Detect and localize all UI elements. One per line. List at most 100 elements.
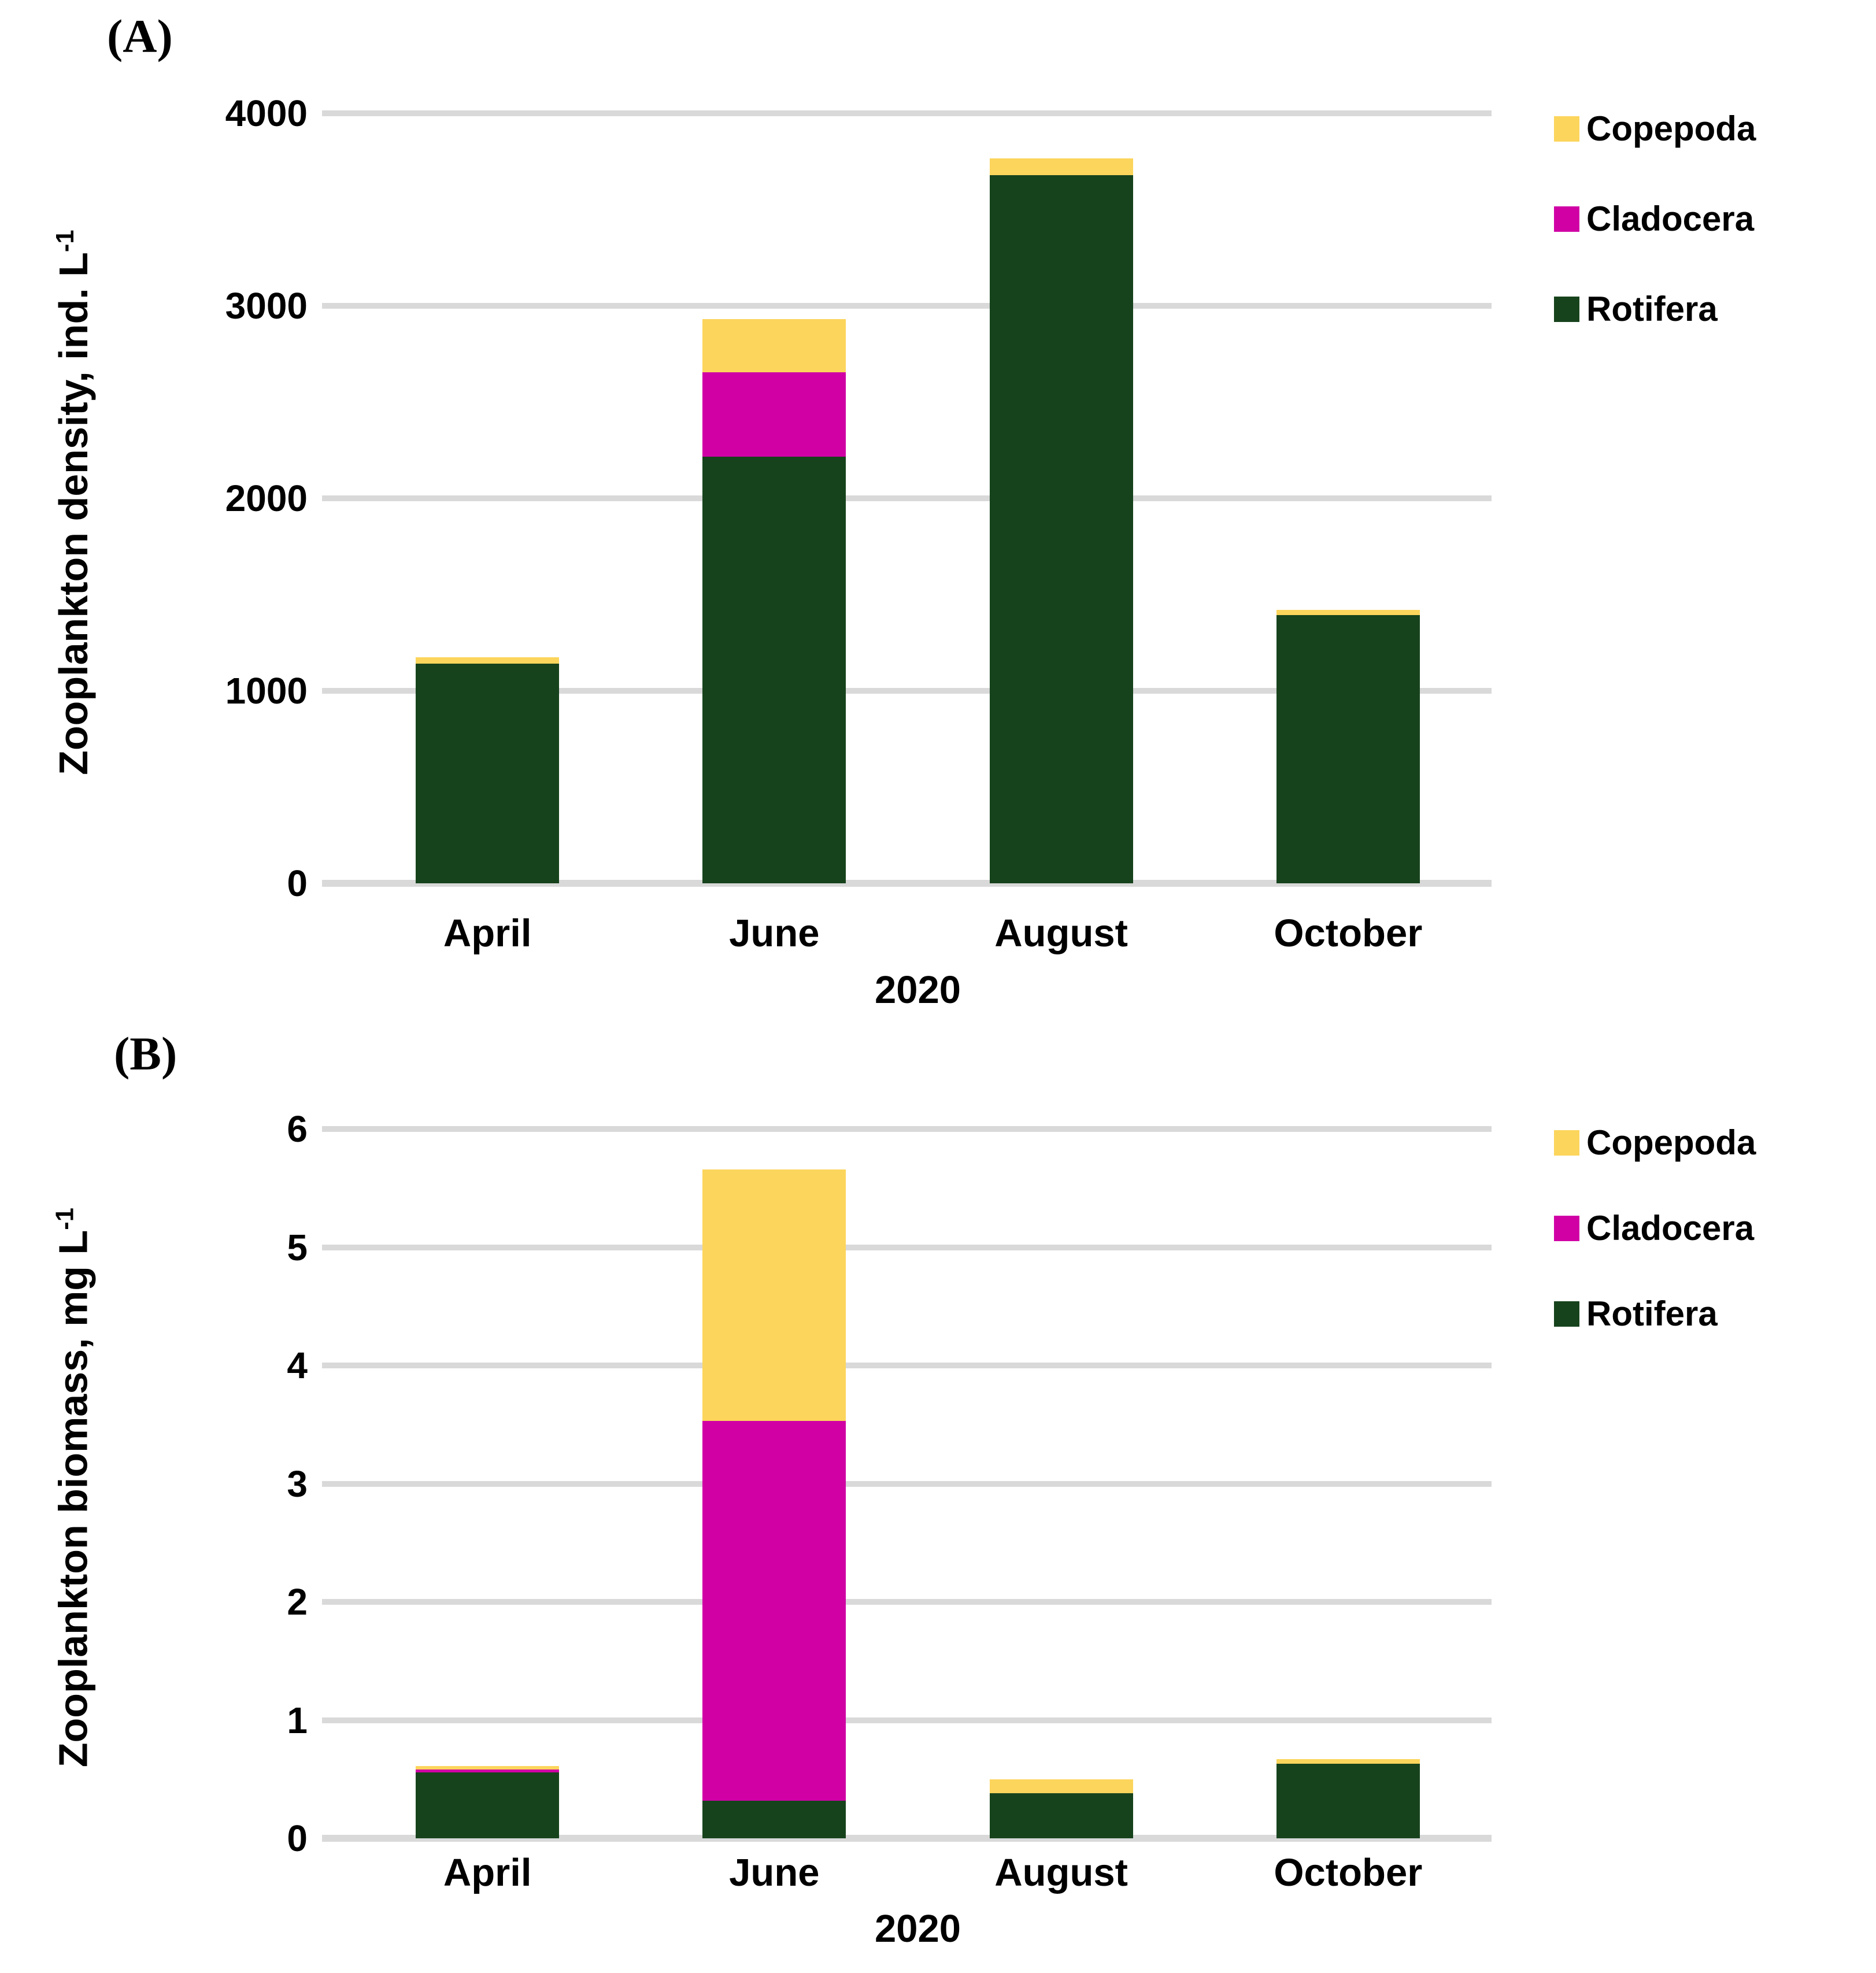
stacked-bar-june xyxy=(702,1169,846,1838)
bar-segment-copepoda-october xyxy=(1276,610,1420,615)
legend-density: Copepoda Cladocera Rotifera xyxy=(1554,109,1756,330)
x-axis-year-label: 2020 xyxy=(874,968,961,1012)
plot-area-density xyxy=(322,110,1492,887)
y-tick-label-4: 4 xyxy=(287,1345,308,1386)
bar-segment-rotifera-august xyxy=(989,175,1133,883)
legend-label: Cladocera xyxy=(1586,1209,1755,1248)
legend-biomass: Copepoda Cladocera Rotifera xyxy=(1554,1123,1756,1334)
bar-segment-cladocera-june xyxy=(702,372,846,457)
x-axis-label-april: April xyxy=(443,912,532,955)
x-axis-year-label: 2020 xyxy=(874,1907,961,1950)
gridline-4000 xyxy=(322,110,1492,116)
legend-swatch-icon xyxy=(1554,1301,1579,1327)
bar-slot-october xyxy=(1205,113,1492,883)
x-axis-label-october: October xyxy=(1274,1851,1423,1894)
stacked-bar-june xyxy=(702,319,846,883)
bar-segment-rotifera-april xyxy=(416,1772,560,1838)
x-axis-label-august: August xyxy=(994,1851,1128,1894)
x-axis-label-october: October xyxy=(1274,912,1423,955)
bar-segment-cladocera-june xyxy=(702,1421,846,1801)
stacked-bar-august xyxy=(989,1779,1133,1838)
bar-slot-june xyxy=(631,113,917,883)
panel-label-a: (A) xyxy=(107,10,173,62)
bar-segment-rotifera-october xyxy=(1276,615,1420,883)
x-axis-line xyxy=(322,1835,1492,1842)
y-tick-label-0: 0 xyxy=(287,1817,308,1859)
bar-segment-copepoda-june xyxy=(702,319,846,372)
gridline-5 xyxy=(322,1244,1492,1250)
gridline-4 xyxy=(322,1363,1492,1368)
bar-segment-rotifera-april xyxy=(416,664,560,883)
y-tick-label-2000: 2000 xyxy=(225,477,308,519)
legend-item-copepoda: Copepoda xyxy=(1554,1123,1756,1163)
gridline-3000 xyxy=(322,303,1492,309)
legend-item-rotifera: Rotifera xyxy=(1554,1294,1756,1334)
stacked-bar-october xyxy=(1276,1759,1420,1838)
y-tick-label-3: 3 xyxy=(287,1463,308,1505)
gridline-1 xyxy=(322,1717,1492,1723)
bar-segment-rotifera-august xyxy=(989,1793,1133,1838)
x-axis-labels: April June August October xyxy=(344,912,1492,955)
x-axis-label-june: June xyxy=(729,1851,820,1894)
stacked-bar-august xyxy=(989,158,1133,883)
y-tick-label-1: 1 xyxy=(287,1699,308,1741)
x-axis-label-april: April xyxy=(443,1851,532,1894)
y-tick-label-3000: 3000 xyxy=(225,285,308,327)
legend-item-cladocera: Cladocera xyxy=(1554,199,1756,239)
legend-swatch-icon xyxy=(1554,1216,1579,1241)
bar-segment-copepoda-june xyxy=(702,1169,846,1422)
legend-label: Copepoda xyxy=(1586,109,1756,148)
bar-slot-june xyxy=(631,1129,917,1838)
stacked-bar-october xyxy=(1276,610,1420,883)
bar-segment-copepoda-august xyxy=(989,1779,1133,1794)
legend-item-cladocera: Cladocera xyxy=(1554,1208,1756,1249)
bars-container xyxy=(344,1129,1492,1838)
legend-label: Rotifera xyxy=(1586,290,1718,328)
bar-slot-april xyxy=(344,113,631,883)
plot-area-biomass xyxy=(322,1126,1492,1842)
legend-swatch-icon xyxy=(1554,1130,1579,1156)
y-tick-label-2: 2 xyxy=(287,1581,308,1623)
y-tick-label-5: 5 xyxy=(287,1226,308,1268)
legend-label: Copepoda xyxy=(1586,1123,1756,1162)
gridline-3 xyxy=(322,1480,1492,1487)
gridline-6 xyxy=(322,1126,1492,1132)
legend-swatch-icon xyxy=(1554,116,1579,142)
legend-swatch-icon xyxy=(1554,297,1579,322)
bar-segment-rotifera-june xyxy=(702,457,846,883)
bar-slot-april xyxy=(344,1129,631,1838)
bar-segment-rotifera-october xyxy=(1276,1764,1420,1838)
stacked-bar-april xyxy=(416,657,560,883)
bars-container xyxy=(344,113,1492,883)
bar-slot-august xyxy=(918,113,1205,883)
y-tick-label-1000: 1000 xyxy=(225,670,308,712)
stacked-bar-april xyxy=(416,1766,560,1838)
x-axis-line xyxy=(322,880,1492,887)
x-axis-label-june: June xyxy=(729,912,820,955)
bar-segment-copepoda-april xyxy=(416,657,560,664)
legend-label: Rotifera xyxy=(1586,1294,1718,1333)
bar-segment-rotifera-june xyxy=(702,1800,846,1838)
x-axis-labels: April June August October xyxy=(344,1852,1492,1894)
y-tick-label-6: 6 xyxy=(287,1108,308,1150)
legend-item-copepoda: Copepoda xyxy=(1554,109,1756,149)
bar-segment-copepoda-october xyxy=(1276,1759,1420,1764)
bar-slot-august xyxy=(918,1129,1205,1838)
bar-segment-copepoda-april xyxy=(416,1766,560,1770)
legend-label: Cladocera xyxy=(1586,199,1755,238)
x-axis-label-august: August xyxy=(994,912,1128,955)
bar-segment-cladocera-april xyxy=(416,1770,560,1772)
bar-segment-copepoda-august xyxy=(989,158,1133,175)
gridline-2000 xyxy=(322,495,1492,501)
bar-slot-october xyxy=(1205,1129,1492,1838)
y-tick-label-0: 0 xyxy=(287,863,308,904)
gridline-2 xyxy=(322,1599,1492,1605)
y-axis-ticks: 0 1 2 3 4 5 6 xyxy=(0,1110,308,1857)
y-tick-label-4000: 4000 xyxy=(225,92,308,134)
legend-item-rotifera: Rotifera xyxy=(1554,289,1756,330)
gridline-1000 xyxy=(322,688,1492,694)
y-axis-ticks: 0 1000 2000 3000 4000 xyxy=(0,95,308,902)
panel-label-b: (B) xyxy=(114,1027,177,1080)
legend-swatch-icon xyxy=(1554,206,1579,232)
